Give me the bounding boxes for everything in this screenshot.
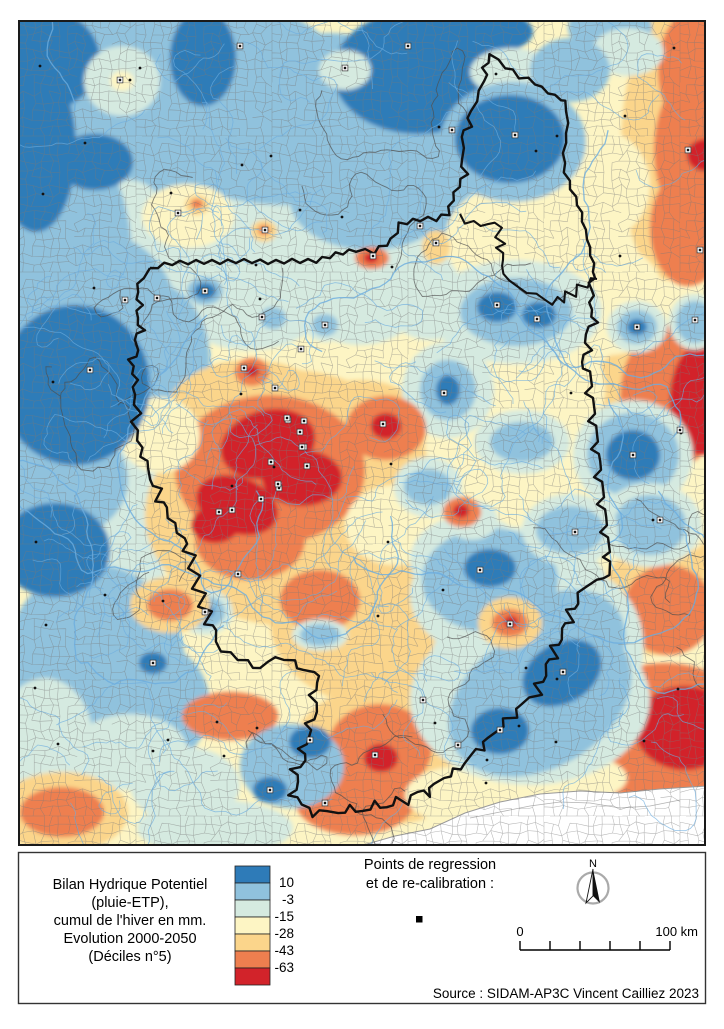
svg-text:Evolution 2000-2050: Evolution 2000-2050	[63, 931, 196, 947]
svg-text:(Déciles n°5): (Déciles n°5)	[88, 949, 171, 965]
svg-text:100 km: 100 km	[655, 924, 698, 939]
svg-text:cumul de l'hiver en mm.: cumul de l'hiver en mm.	[54, 913, 207, 929]
svg-text:Source : SIDAM-AP3C Vincent Ca: Source : SIDAM-AP3C Vincent Cailliez 202…	[433, 986, 699, 1001]
svg-text:Bilan Hydrique Potentiel: Bilan Hydrique Potentiel	[53, 877, 208, 893]
svg-text:0: 0	[516, 924, 523, 939]
svg-text:(pluie-ETP),: (pluie-ETP),	[91, 895, 168, 911]
svg-text:-15: -15	[274, 909, 294, 924]
svg-text:et de re-calibration :: et de re-calibration :	[366, 876, 494, 892]
svg-text:N: N	[589, 858, 597, 870]
svg-text:Points de regression: Points de regression	[364, 857, 496, 873]
svg-text:-28: -28	[274, 926, 294, 941]
svg-text:-63: -63	[274, 960, 294, 975]
svg-text:-3: -3	[282, 892, 294, 907]
svg-text:-43: -43	[274, 943, 294, 958]
svg-text:10: 10	[279, 875, 294, 890]
